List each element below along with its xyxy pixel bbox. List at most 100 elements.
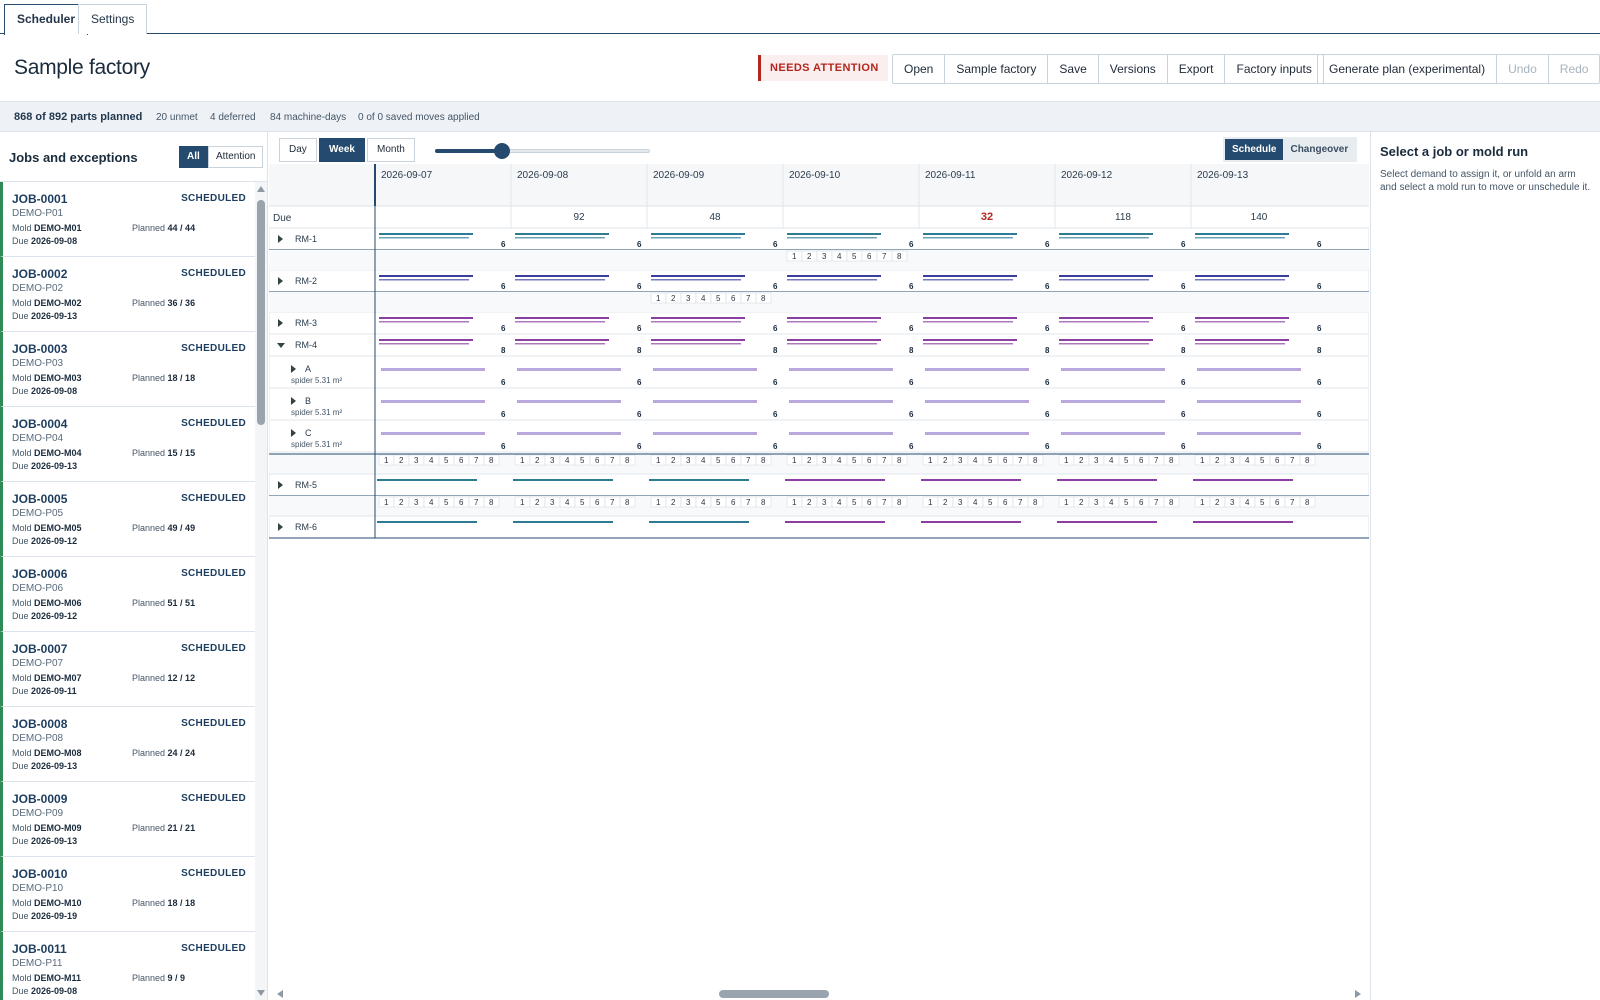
date-header-label: 2026-09-12 [1061,170,1113,181]
slot-number: 3 [958,498,963,507]
job-card[interactable]: JOB-0003 SCHEDULED DEMO-P03 Mold DEMO-M03 Pl… [0,332,255,407]
job-due-value: 2026-09-13 [31,761,78,771]
scroll-up-icon[interactable] [257,186,265,192]
run-count: 6 [909,410,914,419]
mold-run-bar [787,317,881,319]
job-card[interactable]: JOB-0008 SCHEDULED DEMO-P08 Mold DEMO-M08 Pl… [0,707,255,782]
mold-run-bar [1195,321,1285,323]
slot-number: 7 [746,498,751,507]
save-button[interactable]: Save [1048,55,1099,83]
job-status-badge: SCHEDULED [181,268,246,279]
run-count: 6 [1317,410,1322,419]
gantt-chart[interactable]: 2026-09-07 2026-09-08 2026-09-09 2026-09-10… [269,164,1369,584]
job-list-scrollbar[interactable] [255,182,267,1000]
job-mold-value: DEMO-M11 [34,973,82,983]
mold-run-bar [515,275,609,277]
mold-run-bar [921,479,1021,481]
mold-run-bar [515,237,605,239]
slot-number: 8 [1305,456,1310,465]
job-card[interactable]: JOB-0010 SCHEDULED DEMO-P10 Mold DEMO-M10 Pl… [0,857,255,932]
slot-cell [1299,496,1316,508]
slot-number: 1 [1200,456,1205,465]
tab-scheduler[interactable]: Scheduler [4,4,89,35]
job-due: Due 2026-09-19 [12,911,77,921]
job-card[interactable]: JOB-0011 SCHEDULED DEMO-P11 Mold DEMO-M11 Pl… [0,932,255,1000]
run-count: 6 [1317,378,1322,387]
slot-number: 6 [1003,456,1008,465]
file-actions-group: Open Sample factory Save Versions Export… [892,54,1324,84]
job-planned-value: 36 / 36 [167,298,196,308]
slot-number: 5 [988,456,993,465]
job-due: Due 2026-09-13 [12,761,77,771]
job-planned: Planned 44 / 44 [132,223,195,233]
job-card[interactable]: JOB-0001 SCHEDULED DEMO-P01 Mold DEMO-M01 Pl… [0,182,255,257]
job-planned-label: Planned [132,298,166,308]
timeline-scroll-thumb[interactable] [719,990,829,998]
job-card[interactable]: JOB-0009 SCHEDULED DEMO-P09 Mold DEMO-M09 Pl… [0,782,255,857]
slot-number: 2 [671,294,676,303]
mold-run-bar [923,317,1017,319]
mold-run-bar [1059,343,1149,345]
zoom-week-button[interactable]: Week [319,138,365,162]
slot-number: 2 [671,456,676,465]
scroll-right-icon[interactable] [1355,990,1361,998]
redo-button[interactable]: Redo [1559,62,1589,76]
tab-settings[interactable]: Settings [78,4,148,34]
filter-attention-button[interactable]: Attention [208,146,264,168]
scroll-down-icon[interactable] [257,990,265,996]
mold-run-bar [515,321,605,323]
job-id: JOB-0008 [12,717,68,731]
undo-button[interactable]: Undo [1497,55,1549,83]
mold-run-bar [1059,279,1149,281]
slot-number: 2 [807,252,812,261]
needs-attention-badge: NEEDS ATTENTION [758,55,888,81]
job-card[interactable]: JOB-0005 SCHEDULED DEMO-P05 Mold DEMO-M05 Pl… [0,482,255,557]
mold-run-bar [923,275,1017,277]
job-planned-value: 12 / 12 [167,673,196,683]
zoom-day-button[interactable]: Day [279,138,317,162]
open-button[interactable]: Open [893,55,946,83]
job-status-badge: SCHEDULED [181,718,246,729]
sample-factory-button[interactable]: Sample factory [945,55,1049,83]
slot-number: 8 [1169,498,1174,507]
slot-number: 2 [399,456,404,465]
mode-changeover-button[interactable]: Changeover [1290,144,1349,155]
job-planned-value: 51 / 51 [167,598,196,608]
machine-row [269,333,1369,357]
job-planned-value: 9 / 9 [167,973,186,983]
mold-run-bar [789,368,893,371]
slot-number: 4 [1109,498,1114,507]
mold-run-bar [1193,479,1293,481]
slot-number: 7 [474,498,479,507]
generate-plan-button[interactable]: Generate plan (experimental) [1318,55,1498,83]
slot-number: 5 [852,456,857,465]
job-due: Due 2026-09-13 [12,836,77,846]
job-card[interactable]: JOB-0006 SCHEDULED DEMO-P06 Mold DEMO-M06 Pl… [0,557,255,632]
versions-button[interactable]: Versions [1099,55,1168,83]
run-count: 6 [637,410,642,419]
slot-number: 6 [459,498,464,507]
job-product: DEMO-P10 [12,883,64,894]
slot-number: 2 [1079,456,1084,465]
job-card[interactable]: JOB-0002 SCHEDULED DEMO-P02 Mold DEMO-M02 Pl… [0,257,255,332]
job-card[interactable]: JOB-0004 SCHEDULED DEMO-P04 Mold DEMO-M04 Pl… [0,407,255,482]
slot-number: 4 [837,498,842,507]
mold-run-bar [787,343,877,345]
filter-all-button[interactable]: All [179,146,208,168]
top-tab-bar: Scheduler Settings [0,0,1600,35]
mode-schedule-button[interactable]: Schedule [1225,139,1284,160]
run-count: 6 [1317,442,1322,451]
timeline-hscrollbar[interactable] [269,987,1369,1000]
job-card[interactable]: JOB-0007 SCHEDULED DEMO-P07 Mold DEMO-M07 Pl… [0,632,255,707]
export-button[interactable]: Export [1168,55,1226,83]
zoom-month-button[interactable]: Month [367,138,415,162]
collapse-icon [277,343,285,348]
run-count: 6 [1045,410,1050,419]
job-list-scroll-thumb[interactable] [257,200,265,425]
zoom-slider-handle[interactable] [494,143,510,159]
job-id: JOB-0005 [12,492,68,506]
scroll-left-icon[interactable] [277,990,283,998]
slot-number: 1 [656,498,661,507]
run-count: 6 [1181,324,1186,333]
factory-inputs-button[interactable]: Factory inputs [1236,62,1312,76]
